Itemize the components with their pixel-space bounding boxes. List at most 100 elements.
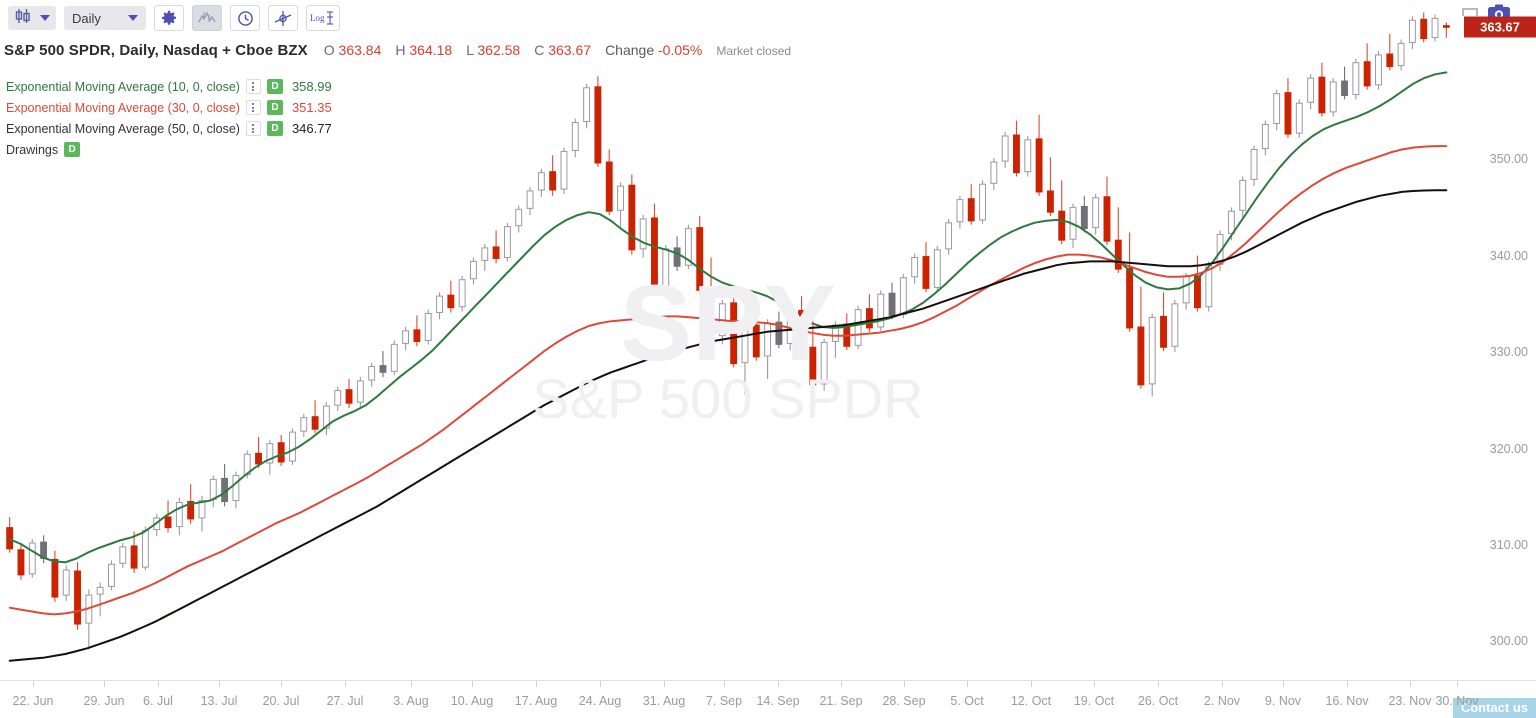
fullscreen-corner-icon[interactable] bbox=[1462, 8, 1478, 20]
legend-value-ema10: 358.99 bbox=[291, 79, 332, 94]
legend-row-drawings[interactable]: Drawings D bbox=[6, 139, 332, 160]
time-tick-label: 12. Oct bbox=[1010, 694, 1052, 708]
time-tick-label: 2. Nov bbox=[1203, 694, 1241, 708]
time-tick-mark bbox=[724, 681, 725, 687]
log-scale-button[interactable]: Log bbox=[306, 5, 340, 31]
time-tick-label: 10. Aug bbox=[450, 694, 494, 708]
time-tick-label: 14. Sep bbox=[756, 694, 800, 708]
indicators-button[interactable] bbox=[192, 5, 222, 31]
time-tick-label: 29. Jun bbox=[83, 694, 125, 708]
time-tick-mark bbox=[1222, 681, 1223, 687]
time-tick-label: 17. Aug bbox=[514, 694, 558, 708]
time-tick-mark bbox=[1094, 681, 1095, 687]
chevron-down-icon bbox=[128, 15, 138, 21]
time-tick-mark bbox=[411, 681, 412, 687]
ohlc-key-o: O bbox=[323, 42, 335, 58]
price-tick: 300.00 bbox=[1489, 634, 1528, 649]
legend-row-ema50[interactable]: Exponential Moving Average (50, 0, close… bbox=[6, 118, 332, 139]
ohlc-key-l: L bbox=[466, 42, 474, 58]
legend-label-ema30: Exponential Moving Average (30, 0, close… bbox=[6, 100, 240, 115]
time-tick-mark bbox=[778, 681, 779, 687]
time-tick-label: 19. Oct bbox=[1073, 694, 1115, 708]
time-tick-label: 6. Jul bbox=[143, 694, 173, 708]
time-tick-label: 13. Jul bbox=[200, 694, 238, 708]
time-settings-button[interactable] bbox=[230, 5, 260, 31]
legend-data-badge[interactable]: D bbox=[266, 79, 283, 94]
clock-icon bbox=[237, 10, 254, 27]
time-tick-label: 5. Oct bbox=[950, 694, 984, 708]
legend-data-badge[interactable]: D bbox=[64, 142, 81, 157]
price-tick: 320.00 bbox=[1489, 441, 1528, 456]
time-tick-mark bbox=[1347, 681, 1348, 687]
ohlc-value-o: 363.84 bbox=[338, 42, 382, 58]
price-tick: 330.00 bbox=[1489, 345, 1528, 360]
gear-icon bbox=[161, 10, 177, 26]
current-price-badge: 363.67 bbox=[1464, 16, 1536, 38]
chart-toolbar: Daily bbox=[0, 0, 1536, 36]
time-tick-mark bbox=[33, 681, 34, 687]
ohlc-key-c: C bbox=[534, 42, 545, 58]
contact-us-badge[interactable]: Contact us bbox=[1452, 698, 1536, 718]
time-axis[interactable]: Contact us 22. Jun 29. Jun 6. Jul 13. Jul 20… bbox=[0, 680, 1536, 718]
indicator-legend: Exponential Moving Average (10, 0, close… bbox=[6, 76, 332, 160]
time-tick-label: 28. Sep bbox=[882, 694, 926, 708]
chart-plot-area[interactable]: SPY S&P 500 SPDR bbox=[0, 0, 1456, 680]
price-tick: 350.00 bbox=[1489, 152, 1528, 167]
interval-label: Daily bbox=[72, 10, 101, 26]
indicator-line-icon bbox=[198, 10, 216, 26]
svg-text:Log: Log bbox=[310, 13, 325, 23]
legend-label-ema50: Exponential Moving Average (50, 0, close… bbox=[6, 121, 240, 136]
change-label: Change bbox=[605, 42, 655, 58]
price-axis[interactable]: 350.00 340.00 330.00 320.00 310.00 300.00 363.… bbox=[1456, 0, 1536, 680]
log-scale-icon: Log bbox=[310, 10, 336, 26]
time-tick-mark bbox=[1457, 681, 1458, 687]
time-tick-label: 7. Sep bbox=[705, 694, 743, 708]
price-tick: 310.00 bbox=[1489, 537, 1528, 552]
chevron-down-icon bbox=[40, 15, 50, 21]
legend-menu-icon[interactable] bbox=[245, 121, 261, 136]
chart-type-dropdown[interactable] bbox=[8, 6, 56, 30]
legend-menu-icon[interactable] bbox=[245, 100, 261, 115]
time-tick-label: 23. Nov bbox=[1388, 694, 1432, 708]
time-tick-mark bbox=[904, 681, 905, 687]
legend-row-ema10[interactable]: Exponential Moving Average (10, 0, close… bbox=[6, 76, 332, 97]
market-status: Market closed bbox=[716, 44, 792, 58]
crosshair-icon bbox=[274, 10, 292, 27]
legend-value-ema50: 346.77 bbox=[291, 121, 332, 136]
time-tick-mark bbox=[1158, 681, 1159, 687]
time-tick-mark bbox=[600, 681, 601, 687]
legend-value-ema30: 351.35 bbox=[291, 100, 332, 115]
legend-menu-icon[interactable] bbox=[245, 79, 261, 94]
time-tick-mark bbox=[345, 681, 346, 687]
time-tick-label: 27. Jul bbox=[326, 694, 364, 708]
time-tick-label: 3. Aug bbox=[393, 694, 429, 708]
change-value: -0.05% bbox=[658, 42, 703, 58]
time-tick-mark bbox=[536, 681, 537, 687]
time-tick-label: 21. Sep bbox=[819, 694, 863, 708]
time-tick-mark bbox=[1031, 681, 1032, 687]
crosshair-button[interactable] bbox=[268, 5, 298, 31]
time-tick-mark bbox=[281, 681, 282, 687]
ohlc-value-h: 364.18 bbox=[409, 42, 453, 58]
legend-label-ema10: Exponential Moving Average (10, 0, close… bbox=[6, 79, 240, 94]
time-tick-mark bbox=[664, 681, 665, 687]
time-tick-mark bbox=[219, 681, 220, 687]
time-tick-mark bbox=[158, 681, 159, 687]
time-tick-mark bbox=[1283, 681, 1284, 687]
ohlc-values: O 363.84 H 364.18 L 362.58 C 363.67 bbox=[324, 42, 591, 58]
candlestick-series bbox=[6, 12, 1450, 662]
interval-dropdown[interactable]: Daily bbox=[64, 6, 146, 30]
time-tick-label: 20. Jul bbox=[262, 694, 300, 708]
legend-row-ema30[interactable]: Exponential Moving Average (30, 0, close… bbox=[6, 97, 332, 118]
legend-data-badge[interactable]: D bbox=[266, 121, 283, 136]
page-title: S&P 500 SPDR, Daily, Nasdaq + Cboe BZX bbox=[4, 42, 308, 59]
price-tick: 340.00 bbox=[1489, 248, 1528, 263]
time-tick-mark bbox=[841, 681, 842, 687]
time-tick-label: 26. Oct bbox=[1137, 694, 1179, 708]
legend-data-badge[interactable]: D bbox=[266, 100, 283, 115]
chart-settings-button[interactable] bbox=[154, 5, 184, 31]
time-tick-label: 16. Nov bbox=[1325, 694, 1369, 708]
ohlc-key-h: H bbox=[395, 42, 406, 58]
ohlc-value-l: 362.58 bbox=[477, 42, 521, 58]
candlestick-icon bbox=[14, 8, 32, 29]
